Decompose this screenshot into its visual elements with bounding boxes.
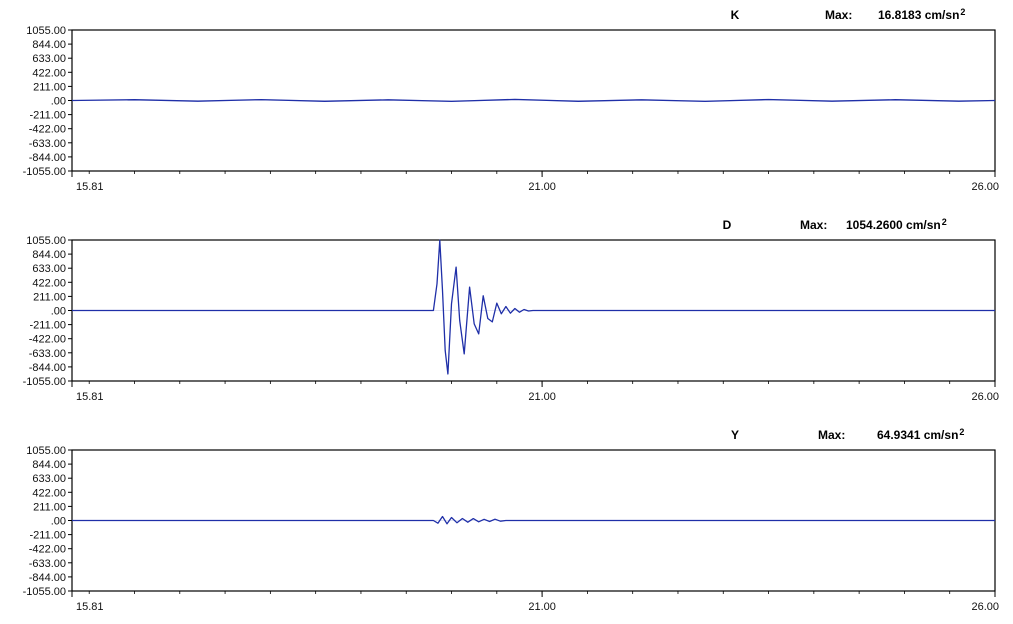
x-tick-label: 15.81	[76, 601, 104, 613]
y-tick-label: 422.00	[32, 67, 66, 79]
x-tick-label: 21.00	[528, 601, 556, 613]
max-value: 16.8183 cm/sn	[878, 8, 959, 22]
max-value: 64.9341 cm/sn	[877, 428, 958, 442]
y-tick-label: -1055.00	[23, 376, 66, 388]
y-tick-label: .00	[51, 306, 66, 318]
y-tick-label: 844.00	[32, 249, 66, 261]
panel-k: 1055.00 844.00 633.00 422.00 211.00 .00 -211.0…	[23, 7, 999, 193]
channel-label: K	[731, 8, 740, 22]
unit-exponent: 2	[960, 7, 965, 17]
y-tick-label: 211.00	[33, 291, 66, 303]
x-tick-label: 26.00	[971, 181, 999, 193]
series-line-k	[71, 98, 996, 103]
y-tick-label: -211.00	[30, 110, 67, 122]
y-tick-label: -844.00	[29, 362, 66, 374]
y-tick-label: 211.00	[33, 81, 66, 93]
panel-d: 1055.00 844.00 633.00 422.00 211.00 .00 -211.0…	[23, 217, 999, 403]
channel-label: Y	[731, 428, 739, 442]
y-tick-label: 844.00	[32, 39, 66, 51]
y-tick-label: -211.00	[30, 530, 67, 542]
y-tick-label: -633.00	[29, 138, 66, 150]
y-tick-label: 422.00	[32, 487, 66, 499]
y-tick-label: 1055.00	[26, 235, 66, 247]
y-tick-label: 633.00	[32, 473, 66, 485]
series-line-d	[72, 239, 995, 375]
y-tick-label: -422.00	[29, 334, 66, 346]
y-tick-label: 422.00	[32, 277, 66, 289]
y-tick-label: -422.00	[29, 124, 66, 136]
y-tick-label: -1055.00	[23, 586, 66, 598]
max-value: 1054.2600 cm/sn	[846, 218, 941, 232]
y-tick-label: -422.00	[29, 544, 66, 556]
y-tick-label: .00	[51, 96, 66, 108]
y-tick-label: -844.00	[29, 572, 66, 584]
y-tick-label: -211.00	[30, 320, 67, 332]
y-tick-label: 211.00	[33, 501, 66, 513]
x-tick-label: 15.81	[76, 181, 104, 193]
y-tick-label: 633.00	[32, 53, 66, 65]
unit-exponent: 2	[942, 217, 947, 227]
x-tick-label: 15.81	[76, 391, 104, 403]
y-tick-label: 1055.00	[26, 25, 66, 37]
max-label: Max:	[800, 218, 827, 232]
channel-label: D	[723, 218, 732, 232]
y-tick-label: -633.00	[29, 558, 66, 570]
y-tick-label: 633.00	[32, 263, 66, 275]
y-tick-label: 1055.00	[26, 445, 66, 457]
x-tick-label: 26.00	[971, 391, 999, 403]
y-tick-label: -1055.00	[23, 166, 66, 178]
y-tick-label: -633.00	[29, 348, 66, 360]
y-tick-label: 844.00	[32, 459, 66, 471]
y-tick-label: -844.00	[29, 152, 66, 164]
unit-exponent: 2	[959, 427, 964, 437]
x-tick-label: 21.00	[528, 181, 556, 193]
x-tick-label: 21.00	[528, 391, 556, 403]
max-label: Max:	[825, 8, 852, 22]
max-label: Max:	[818, 428, 845, 442]
x-tick-label: 26.00	[971, 601, 999, 613]
panel-y: 1055.00 844.00 633.00 422.00 211.00 .00 -211.0…	[23, 427, 999, 613]
y-tick-label: .00	[51, 516, 66, 528]
series-line-y	[72, 515, 995, 525]
